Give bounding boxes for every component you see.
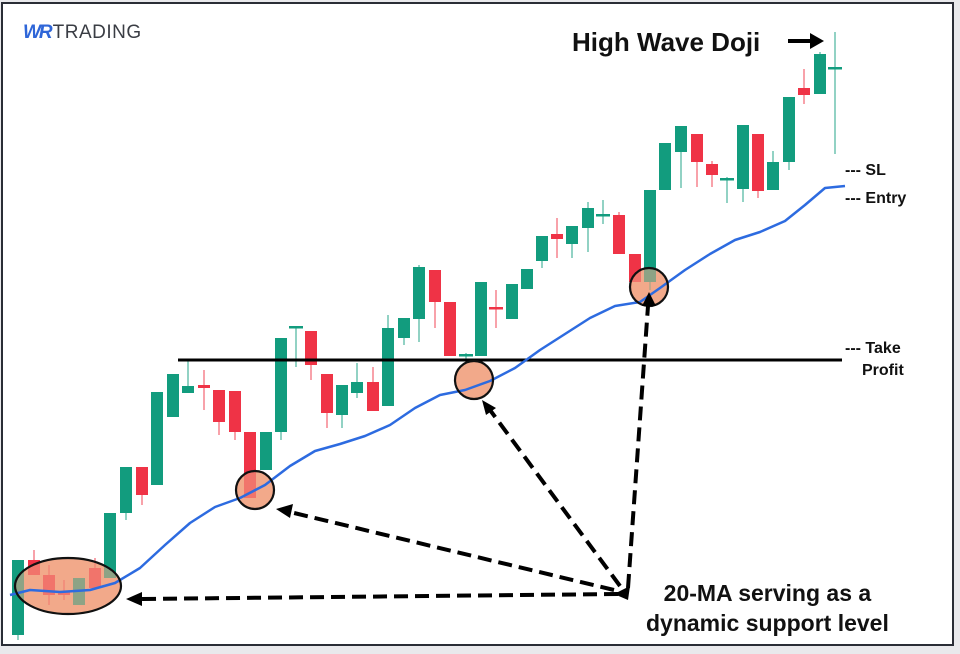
pointer-arrows [139, 305, 650, 601]
arrowheads [126, 292, 656, 606]
candle [398, 318, 410, 345]
candle [104, 513, 116, 578]
highlight-overlay [15, 558, 121, 614]
candle [582, 202, 594, 252]
candle [182, 360, 194, 393]
candle [706, 161, 718, 187]
ma-annotation: 20-MA serving as a dynamic support level [646, 578, 889, 638]
ma-annotation-line2: dynamic support level [646, 610, 889, 636]
logo-text: TRADING [52, 22, 142, 43]
stop-loss-label: --- SL [845, 162, 886, 179]
highlight-border [453, 359, 495, 401]
candles [12, 32, 842, 640]
candle [351, 363, 363, 398]
candle [260, 432, 272, 470]
candle [506, 284, 518, 319]
ma-annotation-line1: 20-MA serving as a [663, 580, 872, 606]
candle [136, 467, 148, 505]
doji-pointer-arrow [788, 33, 824, 49]
candle [275, 338, 287, 440]
candle [413, 265, 425, 342]
arrowhead-icon [614, 586, 630, 600]
candle [321, 374, 333, 428]
candle [521, 269, 533, 289]
take-profit-label: --- Take [845, 340, 901, 357]
candle [367, 367, 379, 411]
entry-label: --- Entry [845, 190, 907, 207]
candle [596, 200, 610, 224]
candle [566, 226, 578, 258]
take-profit-label-line2: Profit [862, 362, 904, 379]
candle [120, 467, 132, 520]
brand-logo: WR TRADING [23, 22, 142, 44]
candle [659, 143, 671, 190]
arrowhead-icon [126, 592, 142, 606]
arrowhead-icon [276, 504, 293, 518]
ma-20-line [9, 184, 846, 597]
arrow-to-circle-3 [488, 408, 622, 588]
candle [675, 126, 687, 188]
candle [737, 125, 749, 202]
candle [475, 282, 487, 356]
arrow-right-icon [810, 33, 824, 49]
candle [305, 331, 317, 380]
candle [613, 212, 625, 254]
arrow-to-ellipse [139, 592, 619, 601]
candle [783, 97, 795, 170]
arrow-to-circle-4 [626, 305, 650, 589]
candle [229, 391, 241, 440]
candle [798, 69, 810, 104]
candle [213, 390, 225, 435]
candle [198, 370, 210, 410]
candle [489, 290, 503, 328]
highlight-border [234, 469, 276, 511]
arrowhead-icon [642, 292, 656, 306]
candle [720, 177, 734, 203]
candle [336, 385, 348, 428]
candle [429, 270, 441, 328]
candle [151, 392, 163, 485]
logo-mark: WR [23, 22, 53, 43]
candle [814, 52, 826, 94]
highlight-overlay [630, 268, 668, 306]
candle [536, 236, 548, 268]
candle [691, 134, 703, 187]
candle [167, 374, 179, 417]
arrow-to-circle-2 [289, 510, 615, 592]
highlight-border [13, 556, 123, 616]
high-wave-doji-candle [828, 32, 842, 154]
candle [752, 134, 764, 198]
candle [551, 218, 563, 258]
candle [767, 151, 779, 190]
pattern-label: High Wave Doji [572, 27, 761, 57]
arrowhead-icon [482, 400, 496, 415]
candle [444, 302, 456, 356]
